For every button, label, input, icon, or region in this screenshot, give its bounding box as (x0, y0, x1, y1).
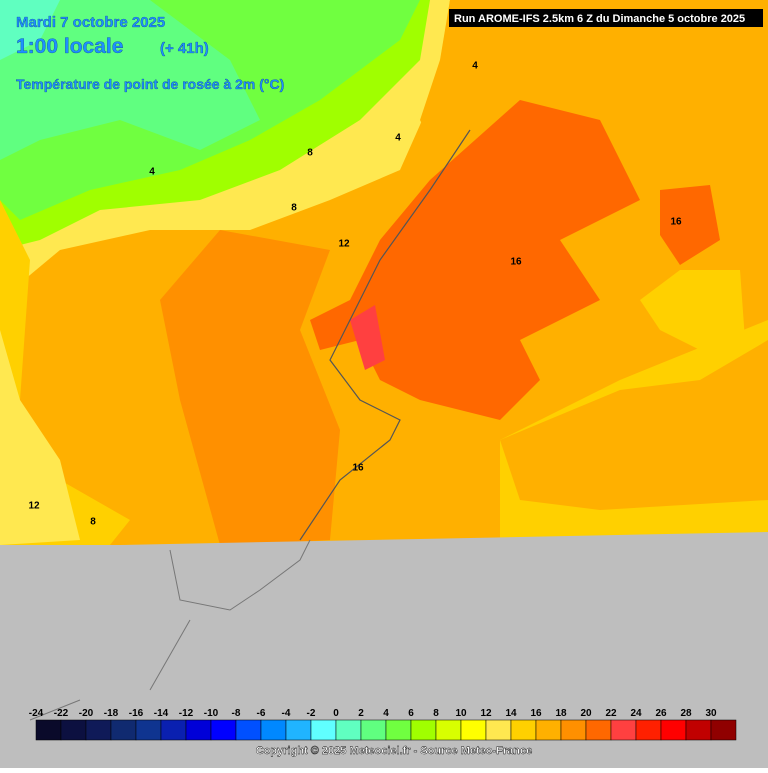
legend-tick-label: 8 (433, 708, 439, 719)
legend-tick-label: 4 (383, 708, 389, 719)
legend-tick-label: 2 (358, 708, 364, 719)
legend-tick-label: 18 (555, 708, 567, 719)
legend-tick-label: 28 (680, 708, 692, 719)
contour-label: 4 (472, 61, 478, 72)
contour-label: 4 (395, 133, 401, 144)
legend-swatch (585, 719, 612, 741)
legend-swatch (560, 719, 587, 741)
offset: (+ 41h) (160, 40, 209, 57)
legend-swatch (610, 719, 637, 741)
legend-tick-label: 22 (605, 708, 617, 719)
legend-swatch (160, 719, 187, 741)
legend-swatch (685, 719, 712, 741)
legend-swatch (485, 719, 512, 741)
parameter: Température de point de rosée à 2m (°C) (16, 76, 284, 92)
legend-swatch (710, 719, 737, 741)
date: Mardi 7 octobre 2025 (16, 14, 165, 31)
legend-tick-label: 10 (455, 708, 467, 719)
legend-tick-label: -4 (282, 708, 291, 719)
legend-tick-label: -6 (257, 708, 266, 719)
legend-swatch (85, 719, 112, 741)
legend-swatch (260, 719, 287, 741)
legend-tick-label: 26 (655, 708, 667, 719)
legend-tick-label: -16 (129, 708, 144, 719)
legend-swatch (110, 719, 137, 741)
legend-tick-label: -14 (154, 708, 169, 719)
legend-swatch (660, 719, 687, 741)
legend-swatch (35, 719, 62, 741)
copyright: Copyright © 2025 Meteociel.fr - Source M… (256, 745, 532, 757)
time: 1:00 locale (16, 35, 123, 58)
legend-tick-label: -2 (307, 708, 316, 719)
legend-swatch (635, 719, 662, 741)
legend-swatch (135, 719, 162, 741)
legend-swatch (435, 719, 462, 741)
legend-tick-label: -22 (54, 708, 69, 719)
legend-tick-label: 20 (580, 708, 592, 719)
legend-tick-label: 0 (333, 708, 339, 719)
contour-label: 16 (670, 217, 682, 228)
legend-tick-label: 30 (705, 708, 717, 719)
contour-label: 12 (28, 501, 40, 512)
contour-label: 4 (149, 167, 155, 178)
legend-swatch (60, 719, 87, 741)
legend-swatch (410, 719, 437, 741)
legend-tick-label: -18 (104, 708, 119, 719)
legend-swatch (285, 719, 312, 741)
legend-tick-label: -20 (79, 708, 94, 719)
legend-tick-label: 16 (530, 708, 542, 719)
legend-tick-label: -24 (29, 708, 44, 719)
legend: -24 -22 -20 -18 -16 -14 -12 -10 -8 -6 -4 -2 0 2 4 6 8 10 1… (29, 708, 737, 741)
legend-swatch (335, 719, 362, 741)
legend-tick-label: 12 (480, 708, 492, 719)
contour-label: 12 (338, 239, 350, 250)
contour-label: 8 (307, 148, 313, 159)
legend-swatch (385, 719, 412, 741)
run-info: Run AROME-IFS 2.5km 6 Z du Dimanche 5 oc… (454, 13, 745, 25)
legend-swatch (210, 719, 237, 741)
contour-labels: 4 8 4 4 8 12 16 16 16 12 8 (28, 61, 682, 528)
legend-swatch (360, 719, 387, 741)
contour-label: 8 (90, 517, 96, 528)
legend-tick-label: 24 (630, 708, 642, 719)
legend-tick-label: -12 (179, 708, 194, 719)
legend-swatch (510, 719, 537, 741)
legend-swatch (235, 719, 262, 741)
legend-tick-label: 14 (505, 708, 517, 719)
legend-swatch (535, 719, 562, 741)
legend-swatch (460, 719, 487, 741)
run-box (449, 9, 763, 27)
contour-label: 16 (510, 257, 522, 268)
legend-tick-label: -10 (204, 708, 219, 719)
legend-swatch (185, 719, 212, 741)
contour-label: 8 (291, 203, 297, 214)
legend-tick-label: 6 (408, 708, 414, 719)
contour-label: 16 (352, 463, 364, 474)
legend-swatch (310, 719, 337, 741)
legend-tick-label: -8 (232, 708, 241, 719)
